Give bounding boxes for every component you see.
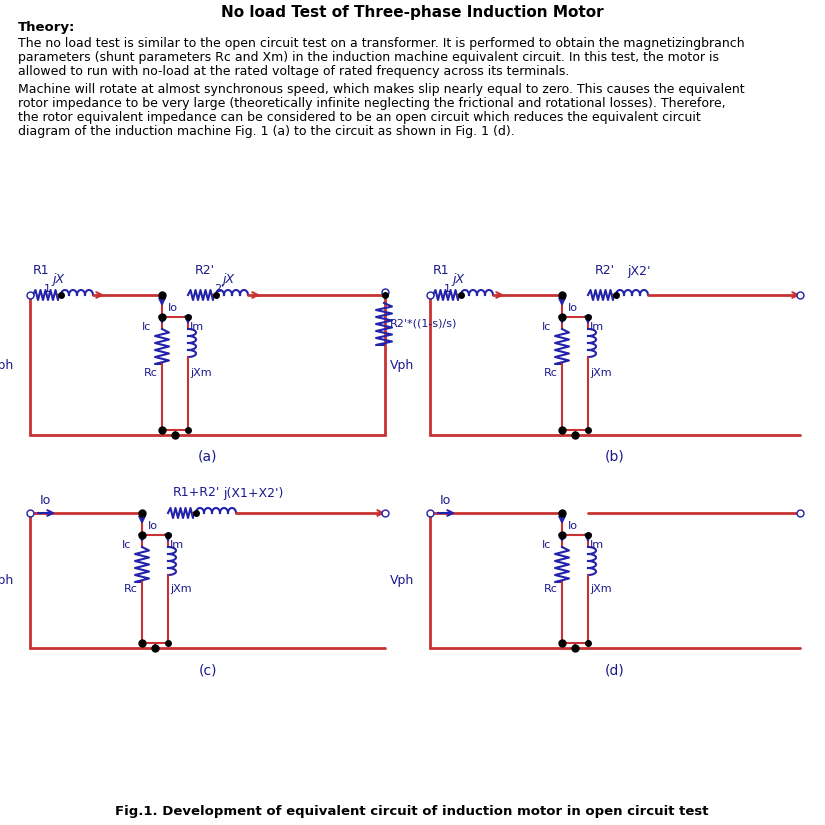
Text: 1: 1 [444, 284, 451, 294]
Text: R2'*((1-s)/s): R2'*((1-s)/s) [390, 319, 457, 329]
Text: diagram of the induction machine Fig. 1 (a) to the circuit as shown in Fig. 1 (d: diagram of the induction machine Fig. 1 … [18, 125, 515, 138]
Text: R1: R1 [433, 265, 450, 277]
Text: R2': R2' [595, 265, 615, 277]
Text: jXm: jXm [590, 369, 611, 379]
Text: jXm: jXm [170, 584, 191, 594]
Text: parameters (shunt parameters Rc and Xm) in the induction machine equivalent circ: parameters (shunt parameters Rc and Xm) … [18, 50, 719, 64]
Text: Io: Io [440, 494, 451, 507]
Text: Fig.1. Development of equivalent circuit of induction motor in open circuit test: Fig.1. Development of equivalent circuit… [116, 805, 709, 818]
Text: j(X1+X2'): j(X1+X2') [223, 487, 283, 499]
Text: Vph: Vph [0, 359, 14, 371]
Text: Ic: Ic [542, 322, 551, 332]
Text: Theory:: Theory: [18, 21, 75, 35]
Text: Ic: Ic [542, 540, 551, 550]
Text: allowed to run with no-load at the rated voltage of rated frequency across its t: allowed to run with no-load at the rated… [18, 64, 569, 78]
Text: No load Test of Three-phase Induction Motor: No load Test of Three-phase Induction Mo… [221, 4, 603, 20]
Text: Rc: Rc [544, 584, 558, 594]
Text: the rotor equivalent impedance can be considered to be an open circuit which red: the rotor equivalent impedance can be co… [18, 111, 700, 124]
Text: Io: Io [568, 521, 578, 531]
Text: Im: Im [590, 322, 604, 332]
Text: R2': R2' [195, 265, 215, 277]
Text: (d): (d) [605, 663, 625, 677]
Text: jX: jX [452, 274, 464, 286]
Text: (c): (c) [198, 663, 217, 677]
Text: Io: Io [568, 303, 578, 313]
Text: jX2': jX2' [627, 265, 650, 277]
Text: 1: 1 [44, 284, 51, 294]
Text: R1+R2': R1+R2' [173, 487, 220, 499]
Text: Io: Io [148, 521, 158, 531]
Text: jXm: jXm [190, 369, 212, 379]
Text: rotor impedance to be very large (theoretically infinite neglecting the friction: rotor impedance to be very large (theore… [18, 97, 726, 110]
Text: Io: Io [168, 303, 178, 313]
Text: Io: Io [40, 494, 51, 507]
Text: Im: Im [590, 540, 604, 550]
Text: Im: Im [170, 540, 184, 550]
Text: jXm: jXm [590, 584, 611, 594]
Text: Vph: Vph [0, 574, 14, 587]
Text: (b): (b) [605, 450, 625, 464]
Text: (a): (a) [198, 450, 217, 464]
Text: Rc: Rc [544, 369, 558, 379]
Text: Rc: Rc [144, 369, 158, 379]
Text: 2': 2' [214, 284, 224, 294]
Text: Machine will rotate at almost synchronous speed, which makes slip nearly equal t: Machine will rotate at almost synchronou… [18, 82, 745, 96]
Text: Im: Im [190, 322, 204, 332]
Text: Ic: Ic [142, 322, 151, 332]
Text: R1: R1 [33, 265, 50, 277]
Text: jX: jX [52, 274, 64, 286]
Text: Vph: Vph [390, 574, 414, 587]
Text: Rc: Rc [124, 584, 138, 594]
Text: jX: jX [222, 274, 234, 286]
Text: Ic: Ic [122, 540, 131, 550]
Text: The no load test is similar to the open circuit test on a transformer. It is per: The no load test is similar to the open … [18, 36, 745, 50]
Text: Vph: Vph [390, 359, 414, 371]
